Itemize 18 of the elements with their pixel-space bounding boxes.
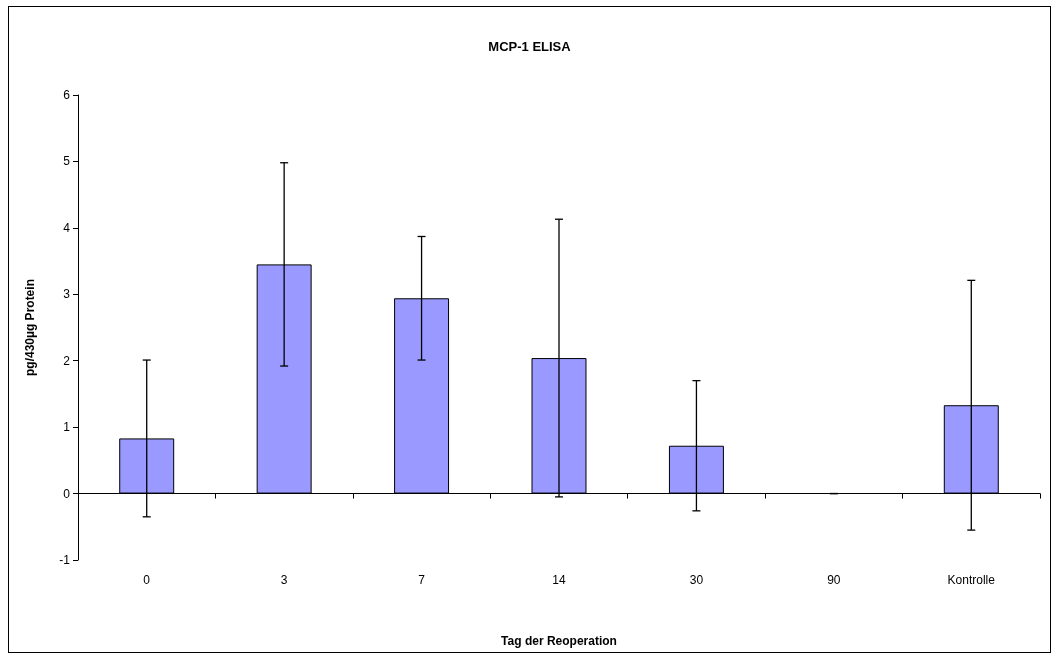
y-tick-label: -1 [59, 553, 71, 567]
y-axis-title: pg/430µg Protein [23, 279, 37, 376]
x-tick-label: 90 [827, 573, 841, 587]
x-tick-label: 0 [143, 573, 151, 587]
y-tick-label: 2 [63, 353, 71, 368]
x-tick-label: 14 [552, 573, 566, 587]
y-tick-label: 3 [63, 287, 71, 302]
x-tick-label: 30 [689, 573, 704, 587]
y-tick-label: 1 [63, 420, 71, 435]
y-tick-label: 6 [63, 88, 71, 102]
x-axis-title: Tag der Reoperation [501, 634, 617, 648]
x-tick-label: 7 [418, 573, 426, 587]
y-tick-label: 5 [63, 154, 71, 169]
y-tick-label: 0 [63, 486, 71, 501]
chart-title: MCP-1 ELISA [488, 39, 572, 54]
x-tick-label: 3 [280, 573, 288, 587]
y-tick-label: 4 [63, 220, 71, 235]
x-tick-label: Kontrolle [947, 573, 996, 587]
